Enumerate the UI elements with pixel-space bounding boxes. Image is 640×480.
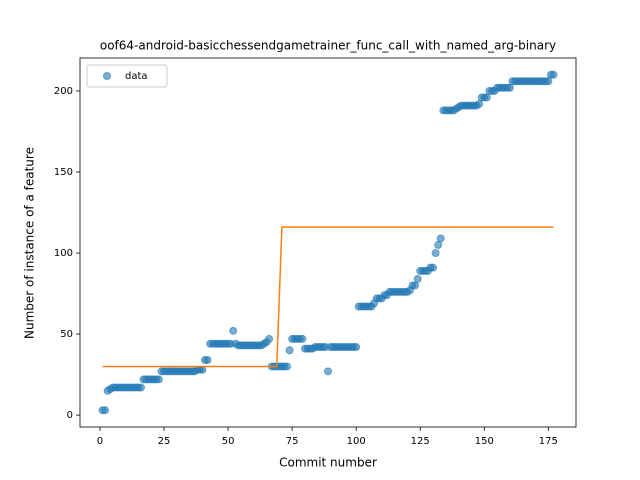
- x-tick-label: 25: [158, 436, 171, 447]
- chart-title: oof64-android-basicchessendgametrainer_f…: [100, 39, 556, 53]
- x-tick-label: 175: [539, 436, 558, 447]
- data-point: [429, 263, 438, 272]
- data-point: [154, 375, 163, 384]
- data-point: [413, 274, 422, 283]
- data-point: [482, 93, 491, 102]
- data-point: [229, 326, 238, 335]
- data-point: [198, 365, 207, 374]
- line: [102, 226, 554, 368]
- data-point: [431, 249, 440, 258]
- x-tick-label: 75: [286, 436, 299, 447]
- legend-marker: [103, 72, 111, 80]
- y-tick-label: 50: [60, 329, 73, 340]
- data-point: [283, 362, 292, 371]
- data-point: [411, 281, 420, 290]
- legend-box: [86, 64, 168, 88]
- x-axis-label: Commit number: [279, 456, 377, 470]
- y-tick-label: 200: [54, 86, 73, 97]
- data-point: [324, 367, 332, 376]
- data-point: [203, 355, 212, 364]
- data-point: [136, 383, 145, 392]
- x-tick-label: 0: [97, 436, 103, 447]
- data-point: [475, 99, 484, 108]
- data-point: [434, 240, 443, 249]
- data-point: [436, 234, 445, 243]
- data-point: [265, 334, 274, 343]
- data-point: [298, 334, 307, 343]
- data-point: [544, 77, 553, 86]
- data-point: [285, 346, 294, 355]
- y-axis-label: Number of instance of a feature: [23, 147, 37, 339]
- legend: data: [86, 64, 168, 88]
- x-tick-label: 150: [475, 436, 494, 447]
- x-tick-label: 125: [411, 436, 430, 447]
- data-point: [549, 70, 558, 79]
- x-tick-label: 100: [347, 436, 366, 447]
- y-tick-label: 0: [67, 410, 73, 421]
- data-point: [505, 83, 514, 92]
- y-tick-label: 150: [54, 167, 73, 178]
- data-point: [101, 406, 110, 415]
- plot-frame: [79, 57, 577, 428]
- x-tick-label: 50: [222, 436, 235, 447]
- y-tick-label: 100: [54, 248, 73, 259]
- data-point: [352, 343, 361, 352]
- legend-label: data: [125, 71, 148, 82]
